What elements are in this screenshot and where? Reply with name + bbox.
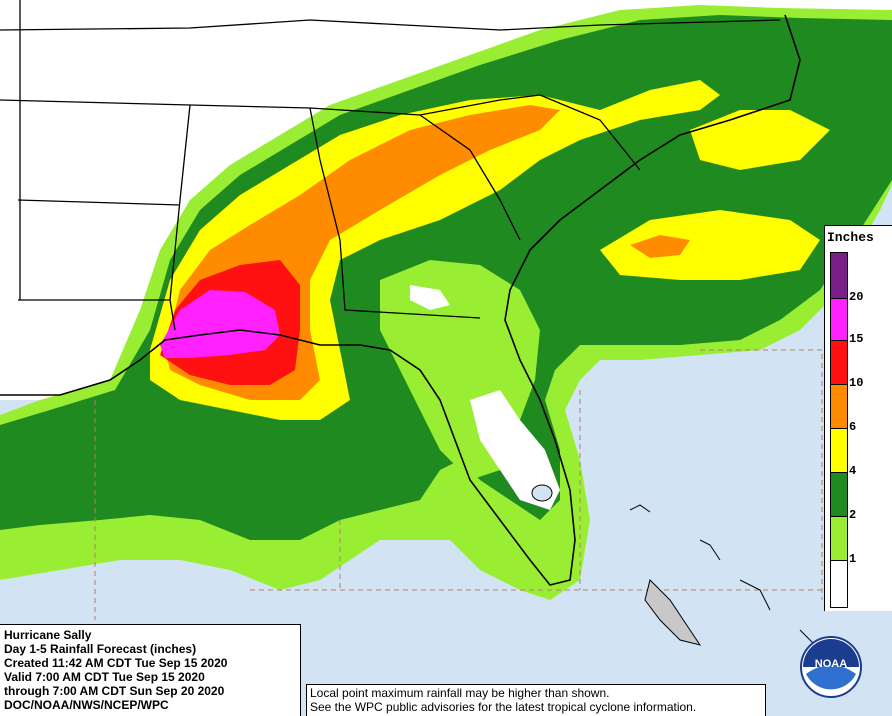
boundary-atlantic bbox=[700, 349, 823, 600]
valid-start: Valid 7:00 AM CDT Tue Sep 15 2020 bbox=[4, 670, 205, 684]
legend-swatch-10-15 bbox=[830, 340, 848, 386]
forecast-title: Day 1-5 Rainfall Forecast (inches) bbox=[4, 642, 197, 656]
dry-area-florida bbox=[470, 390, 560, 510]
rainfall-legend: Inches 20 15 10 6 4 2 1 bbox=[824, 225, 892, 611]
legend-swatch-1-2 bbox=[830, 516, 848, 562]
legend-swatch-15-20 bbox=[830, 298, 848, 342]
legend-swatch-6-10 bbox=[830, 384, 848, 430]
legend-label: 2 bbox=[849, 508, 857, 522]
border-tn-north bbox=[0, 19, 781, 31]
border-ar-la bbox=[17, 199, 181, 206]
bahamas-island bbox=[739, 579, 771, 611]
state-borders bbox=[0, 0, 781, 331]
border-al-ga bbox=[309, 107, 481, 319]
lake-okeechobee bbox=[531, 484, 553, 502]
legend-swatch-4-6 bbox=[830, 428, 848, 474]
forecast-boundary-lines bbox=[94, 349, 823, 620]
border-ms-al bbox=[169, 104, 191, 331]
legend-swatch-2-4 bbox=[830, 472, 848, 518]
border-nc-sc bbox=[539, 94, 641, 171]
border-ga-sc bbox=[419, 114, 521, 241]
issuing-agency: DOC/NOAA/NWS/NCEP/WPC bbox=[4, 698, 169, 712]
legend-label: 20 bbox=[849, 290, 864, 304]
bahamas-island bbox=[699, 539, 721, 561]
advisory-note-box: Local point maximum rainfall may be high… bbox=[306, 684, 766, 716]
legend-label: 6 bbox=[849, 420, 857, 434]
valid-end: through 7:00 AM CDT Sun Sep 20 2020 bbox=[4, 684, 225, 698]
legend-label: 10 bbox=[849, 376, 864, 390]
legend-label: 15 bbox=[849, 332, 864, 346]
storm-name: Hurricane Sally bbox=[4, 628, 92, 642]
noaa-logo-text: NOAA bbox=[815, 658, 847, 670]
legend-label: 1 bbox=[849, 552, 857, 566]
legend-swatch-under-1 bbox=[830, 560, 848, 608]
noaa-logo: NOAA bbox=[800, 636, 862, 698]
noaa-logo-sky bbox=[803, 639, 859, 667]
rain-band-4-6in-carolina bbox=[690, 110, 830, 170]
cuba-landmass bbox=[644, 579, 702, 646]
border-tn-south bbox=[0, 94, 541, 116]
note-line-2: See the WPC public advisories for the la… bbox=[310, 700, 697, 714]
legend-label: 4 bbox=[849, 464, 857, 478]
dry-area-georgia bbox=[410, 285, 450, 310]
forecast-info-box: Hurricane Sally Day 1-5 Rainfall Forecas… bbox=[0, 624, 301, 716]
rain-band-15-20in bbox=[160, 290, 280, 358]
legend-swatch-20plus bbox=[830, 252, 848, 300]
rain-band-6-10in-offshore bbox=[630, 235, 690, 258]
rain-band-4-6in-offshore bbox=[600, 210, 820, 280]
noaa-logo-sea bbox=[806, 665, 856, 690]
coastline bbox=[0, 14, 801, 586]
note-line-1: Local point maximum rainfall may be high… bbox=[310, 686, 610, 700]
bahamas-island bbox=[629, 504, 651, 513]
legend-title: Inches bbox=[827, 230, 874, 245]
created-time: Created 11:42 AM CDT Tue Sep 15 2020 bbox=[4, 656, 228, 670]
